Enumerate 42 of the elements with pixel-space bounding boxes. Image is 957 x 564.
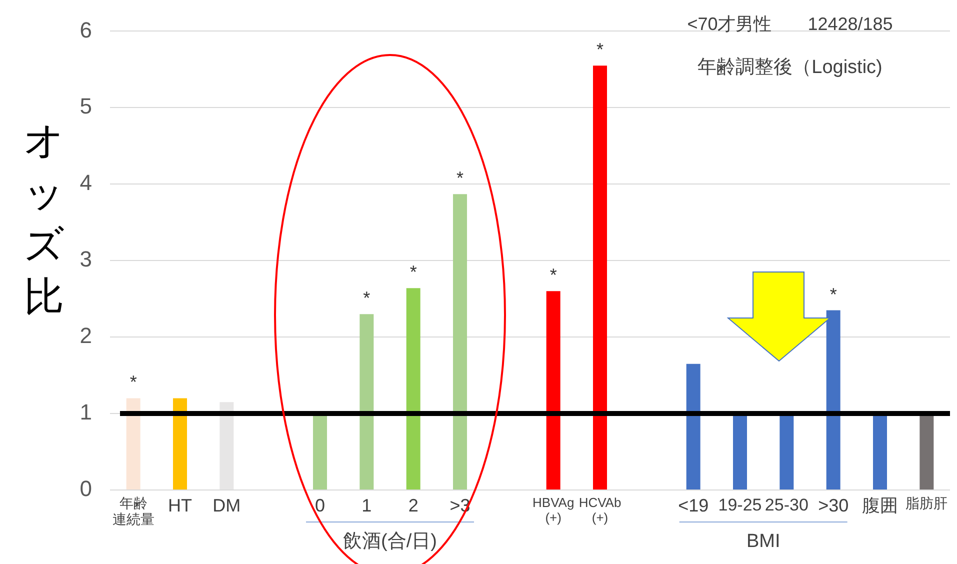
bar xyxy=(220,402,234,490)
bar xyxy=(546,291,560,490)
y-tick-label: 1 xyxy=(80,400,92,425)
chart-title: <70才男性 12428/185 xyxy=(686,13,894,36)
data-label: * xyxy=(550,265,557,286)
x-tick-label: 脂肪肝 xyxy=(906,494,948,511)
bar xyxy=(406,288,420,490)
x-tick-label: 年齢連続量 xyxy=(112,494,154,528)
bar xyxy=(453,194,467,490)
x-tick-label: 25-30 xyxy=(764,495,808,514)
bar xyxy=(686,364,700,490)
y-tick-label: 5 xyxy=(80,94,92,119)
y-axis-title: オッズ比 xyxy=(22,118,66,321)
x-tick-label: 2 xyxy=(408,495,418,516)
y-tick-label: 4 xyxy=(80,170,92,196)
x-tick-label: DM xyxy=(212,495,241,516)
y-tick-label: 3 xyxy=(80,246,92,272)
data-label: * xyxy=(130,372,137,392)
text: BMI xyxy=(746,531,780,552)
y-tick-label: 6 xyxy=(80,17,92,42)
data-label: * xyxy=(830,284,837,304)
bar xyxy=(826,310,840,490)
data-label: * xyxy=(596,40,604,60)
x-tick-label: 1 xyxy=(362,495,372,516)
bar xyxy=(173,398,187,490)
data-label: * xyxy=(410,262,417,282)
text: 飲酒(合/日) xyxy=(343,531,437,552)
bar xyxy=(360,314,374,490)
x-tick-label: HCVAb(+) xyxy=(578,495,622,526)
x-tick-label: 0 xyxy=(314,495,326,516)
x-tick-label: 腹囲 xyxy=(862,495,898,516)
x-tick-label: HBVAg(+) xyxy=(532,495,574,526)
x-tick-label: <19 xyxy=(678,495,709,516)
data-label: * xyxy=(456,168,464,188)
bar xyxy=(126,398,140,490)
x-tick-label: HT xyxy=(168,495,192,516)
y-tick-label: 2 xyxy=(80,323,92,348)
bar xyxy=(593,66,607,490)
text: 年齢調整後（Logistic) xyxy=(696,56,884,80)
x-tick-label: >30 xyxy=(818,495,849,516)
data-label: * xyxy=(363,288,370,308)
x-tick-label: 19-25 xyxy=(718,495,762,514)
